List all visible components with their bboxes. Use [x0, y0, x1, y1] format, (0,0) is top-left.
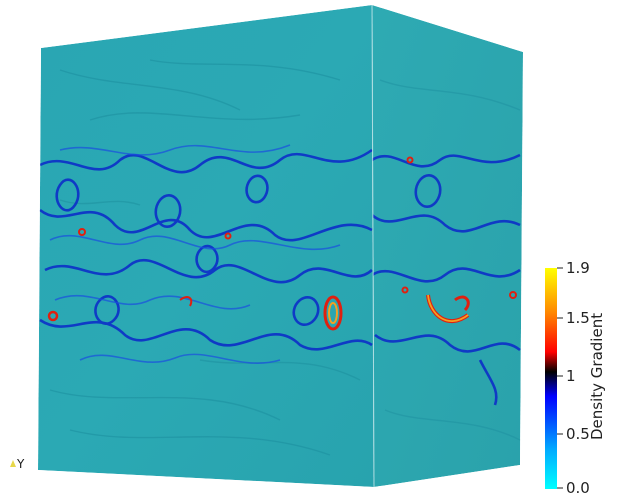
colorbar-ticks [557, 268, 563, 488]
axis-label-y: Y [17, 457, 24, 471]
colorbar-tick-label: 0.0 [566, 480, 590, 496]
colorbar-title: Density Gradient [588, 313, 606, 440]
colorbar-tick-label: 1 [566, 368, 576, 384]
cube-side-face [372, 5, 523, 487]
colorbar-tick-label: 1.5 [566, 310, 590, 326]
colorbar-tick-label: 1.9 [566, 260, 590, 276]
cube-front-face [38, 5, 374, 487]
colorbar-gradient [545, 268, 557, 489]
axis-triad-icon [10, 460, 16, 467]
colorbar-tick-label: 0.5 [566, 426, 590, 442]
